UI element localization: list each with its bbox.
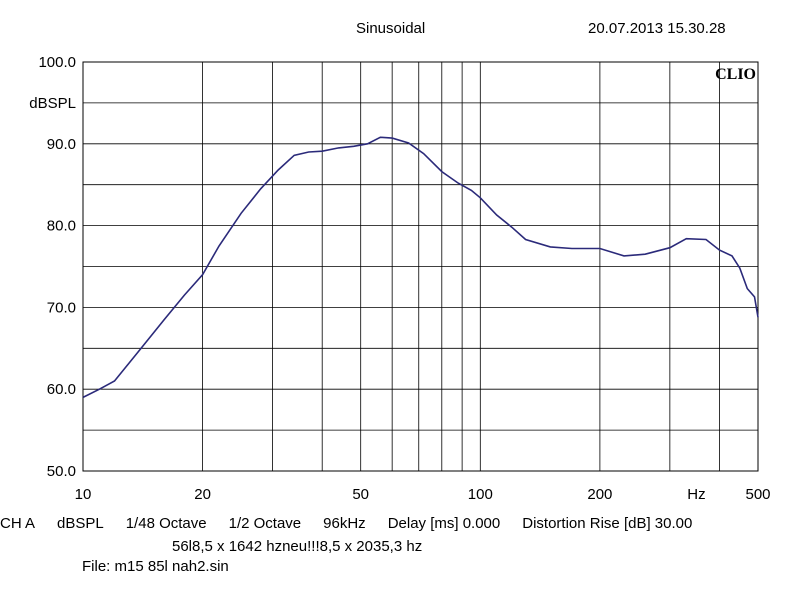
- plot-frame: [82, 61, 759, 472]
- x-tick-label: 500: [745, 486, 770, 503]
- y-tick-label: 70.0: [47, 299, 76, 316]
- delay-label: Delay [ms] 0.000: [387, 515, 501, 532]
- x-tick-labels: 10 20 50 100 200 Hz 500: [75, 486, 771, 503]
- x-tick-label: 10: [75, 486, 92, 503]
- x-tick-label: 100: [468, 486, 493, 503]
- settings-line: CH A dBSPL 1/48 Octave 1/2 Octave 96kHz Delay…: [0, 515, 800, 532]
- x-tick-label: 200: [587, 486, 612, 503]
- x-tick-label: Hz: [687, 486, 705, 503]
- y-tick-label: 80.0: [47, 218, 76, 235]
- resolution-label: 1/48 Octave: [125, 515, 207, 532]
- grid-lines: [83, 62, 758, 471]
- y-tick-label: 100.0: [38, 54, 76, 71]
- clio-logo: CLIO: [715, 66, 756, 83]
- x-tick-label: 50: [352, 486, 369, 503]
- unit-label: dBSPL: [57, 515, 104, 532]
- y-tick-labels: 100.0 90.0 80.0 70.0 60.0 50.0: [38, 54, 76, 480]
- timestamp-label: 20.07.2013 15.30.28: [588, 20, 726, 37]
- distortion-rise-label: Distortion Rise [dB] 30.00: [522, 515, 693, 532]
- channel-label: CH A: [0, 515, 36, 532]
- samplerate-label: 96kHz: [323, 515, 366, 532]
- y-tick-label: 60.0: [47, 381, 76, 398]
- measurement-mode-label: Sinusoidal: [356, 20, 426, 37]
- y-tick-label: 90.0: [47, 136, 76, 153]
- y-axis-label: dBSPL: [29, 95, 76, 112]
- smoothing-label: 1/2 Octave: [228, 515, 302, 532]
- y-tick-label: 50.0: [47, 463, 76, 480]
- x-tick-label: 20: [194, 486, 211, 503]
- comment-line: 56l8,5 x 1642 hzneu!!!8,5 x 2035,3 hz: [172, 538, 423, 555]
- series-line-spl: [82, 136, 759, 399]
- file-name-line: File: m15 85l nah2.sin: [82, 558, 229, 575]
